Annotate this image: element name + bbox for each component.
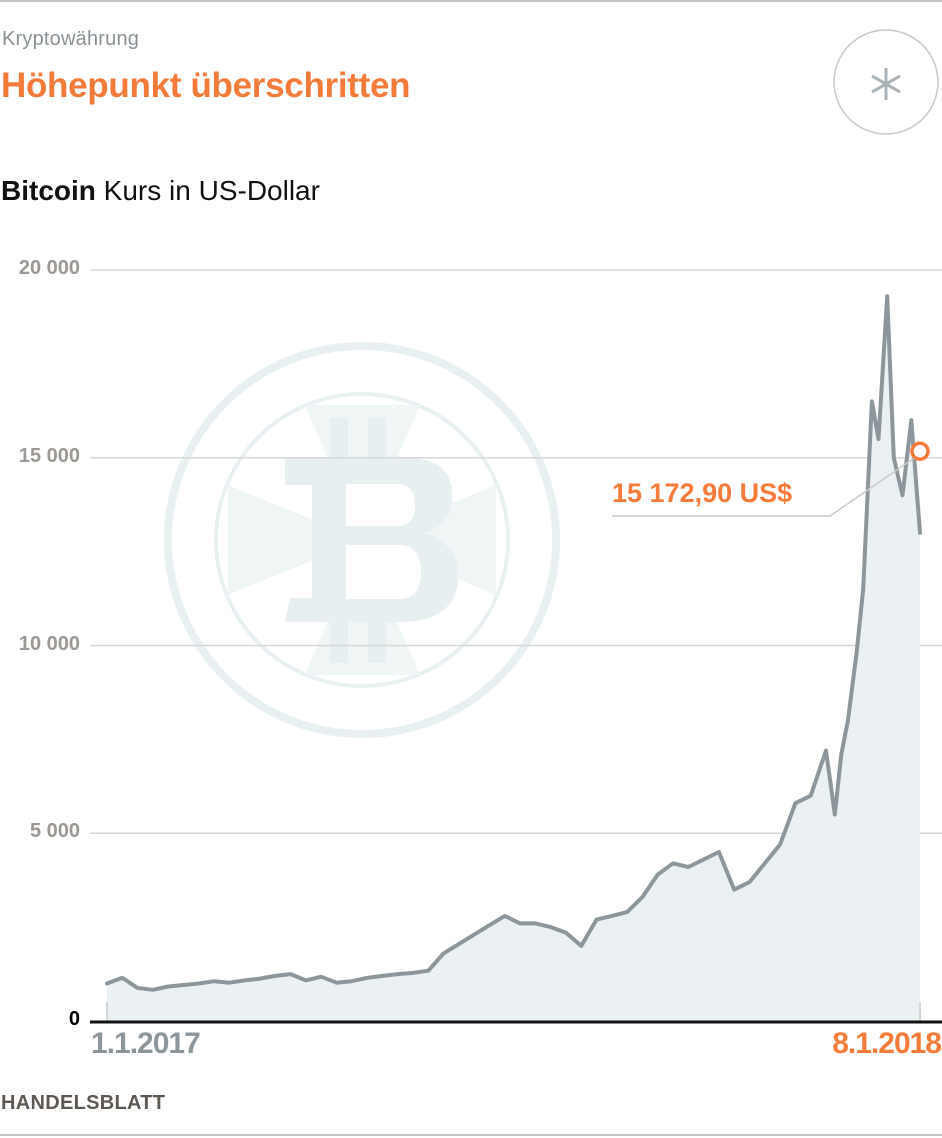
y-tick-label: 0 xyxy=(68,1008,80,1030)
x-end-label: 8.1.2018 xyxy=(832,1027,942,1060)
top-rule xyxy=(0,0,942,2)
kicker: Kryptowährung xyxy=(2,28,140,50)
last-value-marker[interactable] xyxy=(910,441,930,462)
y-tick-label: 20 000 xyxy=(18,257,80,279)
y-tick-label: 10 000 xyxy=(18,632,80,655)
price-line xyxy=(105,294,922,992)
annotation-leader xyxy=(612,453,921,517)
x-start-label: 1.1.2017 xyxy=(91,1027,201,1060)
last-value-label: 15 172,90 US$ xyxy=(612,478,793,508)
subtitle-bold: Bitcoin xyxy=(1,175,96,206)
headline: Höhepunkt überschritten xyxy=(1,66,411,105)
price-area xyxy=(107,296,920,1021)
subtitle-rest: Kurs in US-Dollar xyxy=(95,175,320,206)
y-tick-label: 5 000 xyxy=(29,820,80,843)
chart-subtitle: Bitcoin Kurs in US-Dollar xyxy=(1,175,320,207)
y-tick-label: 15 000 xyxy=(18,444,80,467)
bitcoin-logo-icon xyxy=(164,342,560,738)
bottom-rule xyxy=(0,1134,942,1136)
source-credit: HANDELSBLATT xyxy=(1,1092,166,1114)
asterisk-icon xyxy=(833,29,939,135)
